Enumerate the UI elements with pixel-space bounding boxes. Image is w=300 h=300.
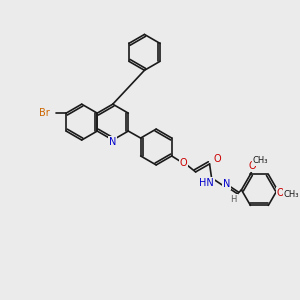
Text: CH₃: CH₃ [253, 156, 268, 165]
Text: O: O [214, 154, 221, 164]
Text: HN: HN [199, 178, 214, 188]
Text: N: N [109, 137, 116, 147]
Text: N: N [223, 179, 230, 189]
Text: CH₃: CH₃ [284, 190, 299, 199]
Text: O: O [180, 158, 188, 168]
Text: Br: Br [40, 108, 50, 118]
Text: O: O [277, 188, 284, 198]
Text: H: H [230, 195, 237, 204]
Text: O: O [249, 161, 256, 171]
